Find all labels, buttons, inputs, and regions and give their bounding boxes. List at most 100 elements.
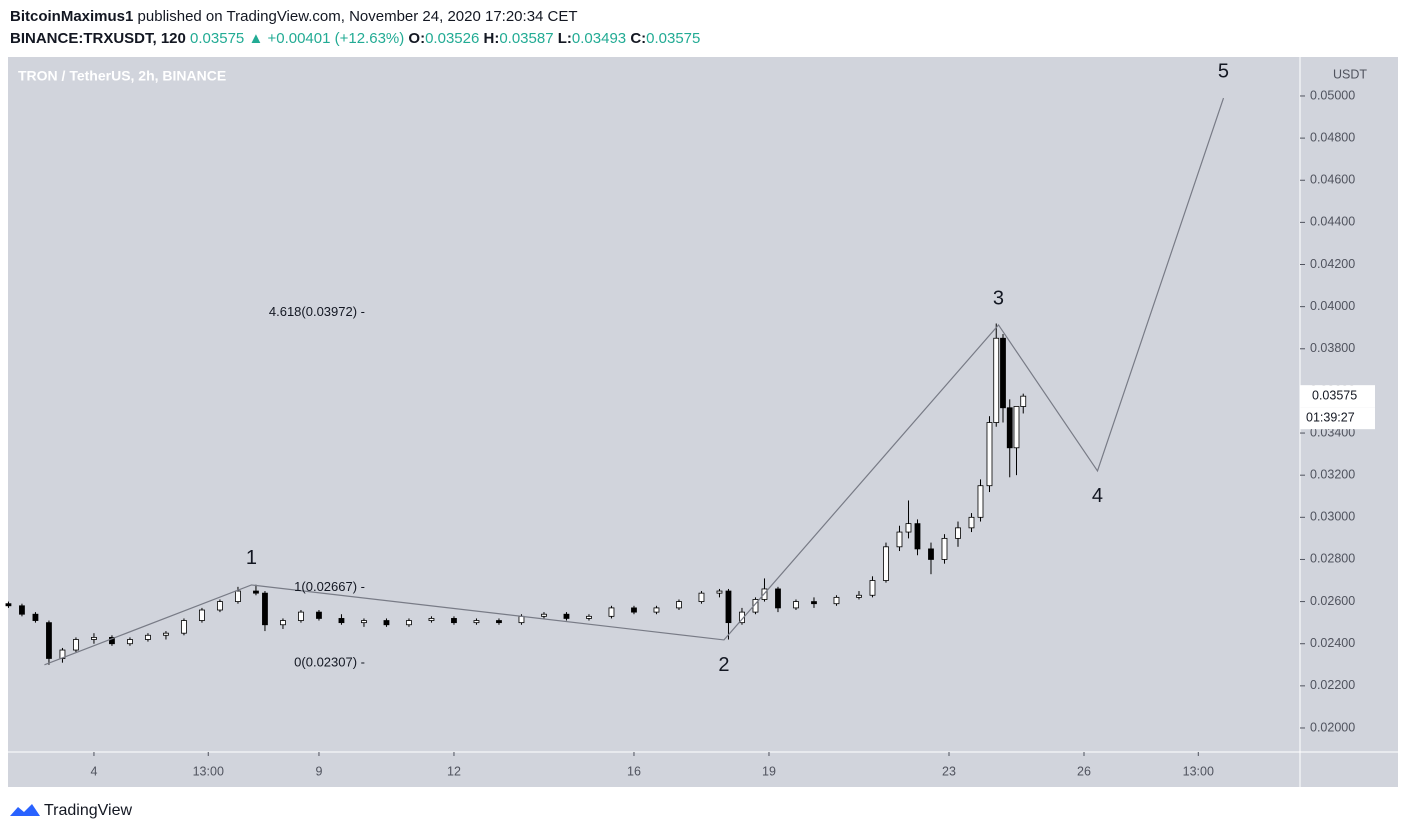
candle-body — [199, 609, 205, 621]
candle-body — [653, 607, 660, 613]
candle-body — [383, 620, 390, 626]
candle-body — [1006, 407, 1013, 449]
footer-brand: TradingView — [44, 802, 132, 819]
candle-body — [993, 337, 1000, 423]
fib-label: 1(0.02667) - — [294, 579, 365, 594]
y-tick-label: 0.04000 — [1310, 299, 1355, 313]
candle-body — [496, 620, 502, 624]
symbol-line: BINANCE:TRXUSDT, 120 0.03575 ▲ +0.00401 … — [10, 30, 700, 47]
ohlc-value: 0.03493 — [572, 30, 626, 47]
candle-body — [955, 527, 961, 539]
candle-body — [46, 622, 52, 659]
ohlc-value: 0.03575 — [646, 30, 700, 47]
x-tick-label: 26 — [1077, 764, 1091, 778]
candle-body — [163, 632, 169, 636]
last-price-box — [1300, 385, 1375, 408]
logo — [10, 804, 40, 816]
candle-body — [883, 546, 889, 581]
candle-body — [406, 620, 412, 626]
candle-body — [280, 620, 286, 626]
candle-body — [1013, 406, 1020, 449]
candle-body — [676, 601, 682, 609]
x-tick-label: 19 — [762, 764, 776, 778]
candle-body — [905, 523, 912, 533]
candle-body — [869, 580, 876, 596]
candle-body — [181, 620, 187, 634]
candle-body — [928, 548, 934, 560]
y-tick-label: 0.02600 — [1310, 594, 1355, 608]
candle-body — [253, 590, 259, 594]
candle-body — [541, 613, 547, 617]
candle-body — [811, 601, 817, 605]
candle-body — [518, 615, 525, 624]
candle-body — [73, 639, 79, 651]
wave-label: 1 — [246, 547, 257, 569]
x-tick-label: 4 — [90, 764, 97, 778]
candle-body — [262, 592, 268, 626]
candle-body — [217, 601, 223, 611]
y-tick-label: 0.03200 — [1310, 467, 1355, 481]
candle-body — [914, 523, 921, 550]
candle-body — [473, 620, 480, 624]
candle-body — [1020, 395, 1027, 407]
x-tick-label: 16 — [627, 764, 641, 778]
candle-body — [127, 639, 133, 645]
x-tick-label: 13:00 — [193, 764, 224, 778]
countdown: 01:39:27 — [1306, 410, 1355, 424]
wave-label: 5 — [1218, 60, 1229, 82]
ohlc-value: 0.03526 — [425, 30, 479, 47]
candle-body — [451, 618, 457, 624]
y-tick-label: 0.02000 — [1310, 720, 1355, 734]
chart-title: TRON / TetherUS, 2h, BINANCE — [18, 68, 226, 84]
candle-body — [968, 516, 975, 529]
fib-label: 0(0.02307) - — [294, 655, 365, 670]
change: ▲ +0.00401 (+12.63%) — [248, 30, 404, 47]
candle-body — [298, 611, 304, 621]
candle-body — [563, 613, 570, 619]
y-tick-label: 0.03000 — [1310, 510, 1355, 524]
candle-body — [725, 590, 732, 624]
candle-body — [91, 636, 97, 640]
x-tick-label: 9 — [315, 764, 322, 778]
x-tick-label: 23 — [942, 764, 956, 778]
y-tick-label: 0.04400 — [1310, 215, 1355, 229]
candle-body — [977, 485, 984, 518]
candle-body — [833, 596, 840, 605]
candle-body — [739, 611, 745, 624]
candle-body — [716, 590, 723, 594]
ohlc-label: O: — [408, 30, 425, 47]
author: BitcoinMaximus1 — [10, 8, 133, 25]
candle-body — [856, 594, 862, 598]
candle-body — [235, 590, 241, 602]
candle-body — [145, 634, 151, 640]
axis-unit: USDT — [1333, 67, 1367, 81]
y-tick-label: 0.02400 — [1310, 636, 1355, 650]
y-tick-label: 0.05000 — [1310, 88, 1355, 102]
candle-body — [109, 636, 115, 645]
candle-body — [19, 605, 25, 615]
ohlc-label: C: — [630, 30, 646, 47]
candle-body — [608, 607, 615, 617]
y-tick-label: 0.04600 — [1310, 173, 1355, 187]
candle-body — [793, 601, 799, 609]
wave-label: 3 — [993, 287, 1004, 309]
candle-body — [941, 537, 948, 560]
logo-icon — [10, 804, 40, 816]
y-tick-label: 0.02200 — [1310, 678, 1355, 692]
fib-label: 4.618(0.03972) - — [269, 304, 365, 319]
wave-label: 4 — [1092, 485, 1103, 507]
published: published on TradingView.com, November 2… — [138, 8, 578, 25]
y-tick-label: 0.02800 — [1310, 552, 1355, 566]
candle-body — [775, 588, 781, 609]
x-tick-label: 12 — [447, 764, 461, 778]
candle-body — [631, 607, 637, 613]
y-tick-label: 0.04200 — [1310, 257, 1355, 271]
symbol: BINANCE:TRXUSDT, 120 — [10, 30, 186, 47]
countdown-box — [1300, 407, 1375, 430]
candle-body — [698, 592, 705, 602]
candle-body — [1000, 337, 1006, 409]
x-tick-label: 13:00 — [1183, 764, 1214, 778]
ohlc-label: H: — [484, 30, 500, 47]
candle-body — [32, 613, 39, 621]
